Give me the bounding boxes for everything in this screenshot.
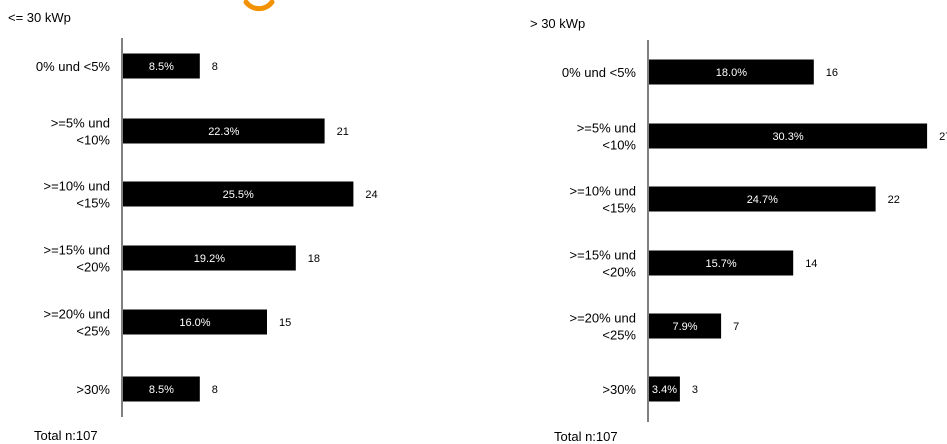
bar	[123, 245, 296, 271]
bar-percent-label: 22.3%	[208, 126, 239, 138]
bar-count-label: 15	[279, 317, 291, 329]
category-label: >=20% und <25%	[43, 307, 110, 339]
bar-percent-label: 18.0%	[716, 67, 747, 79]
bar-count-label: 3	[692, 384, 698, 396]
bar-percent-label: 25.5%	[223, 189, 254, 201]
category-label: 0% und <5%	[36, 59, 111, 74]
bar-count-label: 21	[337, 126, 349, 138]
category-label: >=15% und <20%	[569, 248, 636, 280]
bar	[123, 309, 267, 335]
total-label: Total n:107	[34, 428, 98, 443]
bar-percent-label: 15.7%	[705, 258, 736, 270]
bar-count-label: 7	[733, 321, 739, 333]
bar-count-label: 27	[939, 131, 947, 143]
category-label: >=5% und <10%	[51, 116, 111, 148]
bar	[649, 313, 722, 339]
bar	[649, 186, 876, 212]
bar	[649, 59, 814, 85]
bar	[123, 118, 325, 144]
category-label: >30%	[76, 382, 110, 397]
logo-accent-arc	[243, 0, 275, 12]
panel-title: > 30 kWp	[530, 16, 585, 31]
bar	[123, 181, 354, 207]
category-label: >=10% und <15%	[569, 184, 636, 216]
panel-le-30-kwp: <= 30 kWp 0% und <5% 8.5% 8 >=5% und <10% 22.3…	[8, 10, 378, 443]
panel-title: <= 30 kWp	[8, 10, 71, 25]
bar-percent-label: 24.7%	[747, 194, 778, 206]
category-label: 0% und <5%	[562, 65, 637, 80]
panel-gt-30-kwp: > 30 kWp 0% und <5% 18.0% 16 >=5% und <10% 30.…	[530, 16, 947, 444]
total-label: Total n:107	[554, 429, 618, 444]
bar-count-label: 16	[826, 67, 838, 79]
bar-count-label: 22	[888, 194, 900, 206]
category-label: >=20% und <25%	[569, 311, 636, 343]
bar	[649, 123, 928, 149]
bar-count-label: 18	[308, 253, 320, 265]
bar-percent-label: 19.2%	[194, 253, 225, 265]
bar-percent-label: 8.5%	[149, 384, 174, 396]
bar-count-label: 24	[365, 189, 377, 201]
bar-percent-label: 3.4%	[652, 384, 677, 396]
bar-percent-label: 16.0%	[179, 317, 210, 329]
bar-percent-label: 7.9%	[673, 321, 698, 333]
bar	[123, 53, 200, 79]
category-label: >=15% und <20%	[43, 243, 110, 275]
category-label: >=5% und <10%	[577, 121, 637, 153]
bar-count-label: 14	[805, 258, 817, 270]
category-label: >30%	[602, 382, 636, 397]
bar-count-label: 8	[212, 61, 218, 73]
bar-count-label: 8	[212, 384, 218, 396]
bar	[123, 376, 200, 402]
bar	[649, 376, 680, 402]
bar	[649, 250, 794, 276]
category-label: >=10% und <15%	[43, 179, 110, 211]
bar-percent-label: 30.3%	[772, 131, 803, 143]
bar-percent-label: 8.5%	[149, 61, 174, 73]
